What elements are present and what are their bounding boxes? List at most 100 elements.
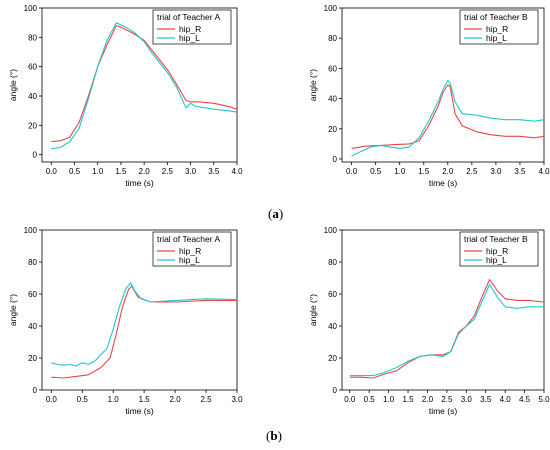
chart-1-x-tick-label: 0.0 [346,167,358,176]
chart-2-y-tick-label: 60 [28,290,37,299]
chart-0-x-tick-label: 2.5 [162,167,174,176]
chart-2-y-tick-label: 80 [28,258,37,267]
chart-2-y-tick-label: 100 [24,226,38,235]
chart-1-y-tick-label: 20 [328,125,337,134]
chart-2-y-tick-label: 0 [33,386,38,395]
chart-3-plot-frame [341,229,545,391]
chart-teacher-a-trial-2: 0.0 0.5 1.0 1.5 2.0 2.5 3.0 0 20 40 60 80 100 time (s… [8,226,243,416]
chart-3-y-tick-label: 60 [328,290,337,299]
chart-2-legend-entry-hip-l: hip_L [179,255,200,265]
chart-3-x-tick-label: 3.5 [480,395,492,404]
chart-0-x-axis-label: time (s) [125,178,154,188]
chart-2-legend-title: trial of Teacher A [157,234,220,244]
chart-2-x-axis-label: time (s) [125,406,154,416]
chart-0-plot-frame [41,7,238,163]
chart-1-y-tick-label: 60 [328,64,337,73]
chart-1-legend-entry-hip-l: hip_L [486,33,507,43]
chart-1-x-tick-label: 3.0 [490,167,502,176]
chart-1-legend-title: trial of Teacher B [464,12,528,22]
chart-0-x-tick-label: 4.0 [231,167,243,176]
chart-1-series-line-hip-r [351,84,545,149]
chart-0-x-tick-label: 0.5 [69,167,81,176]
panel-label-a-letter: a [272,206,279,221]
chart-2-plot-frame [41,229,238,391]
chart-3-series-line-hip-l [349,283,544,377]
chart-1-y-tick-label: 80 [328,34,337,43]
chart-0-y-tick-label: 60 [28,63,37,72]
chart-3-legend-entry-hip-l: hip_L [486,255,507,265]
chart-3-legend-title: trial of Teacher B [464,234,528,244]
chart-0-legend-entry-hip-l: hip_L [179,33,200,43]
chart-0-y-axis-label: angle (°) [8,69,18,101]
chart-2-x-tick-label: 0.5 [77,395,89,404]
chart-3-y-tick-label: 20 [328,354,337,363]
chart-0-x-tick-label: 2.0 [139,167,151,176]
chart-2-x-tick-label: 2.5 [200,395,212,404]
chart-0-y-tick-label: 20 [28,121,37,130]
chart-2-y-axis-label: angle (°) [8,294,18,326]
chart-2-x-tick-label: 2.0 [170,395,182,404]
chart-teacher-a-trial-1: 0.0 0.5 1.0 1.5 2.0 2.5 3.0 3.5 4.0 0 20 40 60 80 100 t… [8,4,243,188]
panel-label-a: (a) [268,206,284,221]
chart-3-y-tick-label: 80 [328,258,337,267]
chart-3-x-tick-label: 5.0 [538,395,550,404]
chart-1-y-axis-label: angle (°) [308,69,318,101]
chart-0-x-tick-label: 1.5 [115,167,127,176]
chart-3-y-tick-label: 40 [328,322,337,331]
chart-0-y-tick-label: 0 [33,151,38,160]
panel-label-b: (b) [266,428,282,443]
panel-label-b-letter: b [270,428,278,443]
chart-2-x-tick-label: 0.0 [46,395,58,404]
chart-2-x-tick-label: 1.5 [139,395,151,404]
chart-0-y-tick-label: 40 [28,92,37,101]
chart-teacher-b-trial-1: 0.0 0.5 1.0 1.5 2.0 2.5 3.0 3.5 4.0 0 20 40 60 80 100 t… [308,4,550,188]
chart-3-x-axis-label: time (s) [429,406,458,416]
chart-0-series-line-hip-l [51,22,238,150]
chart-1-y-tick-label: 100 [324,4,338,13]
chart-teacher-b-trial-2: 0.0 0.5 1.0 1.5 2.0 2.5 3.0 3.5 4.0 4.5 5.0 0 20 40 60… [308,226,550,416]
chart-1-x-tick-label: 2.0 [442,167,454,176]
chart-1-x-tick-label: 2.5 [466,167,478,176]
chart-0-y-tick-label: 80 [28,33,37,42]
chart-3-x-tick-label: 4.0 [500,395,512,404]
chart-3-x-tick-label: 1.0 [383,395,395,404]
chart-0-x-tick-label: 1.0 [92,167,104,176]
chart-1-x-tick-label: 0.5 [370,167,382,176]
chart-1-legend-entry-hip-r: hip_R [486,24,508,34]
chart-3-x-tick-label: 2.0 [422,395,434,404]
chart-3-series-line-hip-r [349,279,545,379]
chart-3-x-tick-label: 0.0 [344,395,356,404]
chart-2-series-line-hip-l [51,282,238,367]
chart-3-x-tick-label: 4.5 [519,395,531,404]
chart-3-y-axis-label: angle (°) [308,294,318,326]
chart-3-x-tick-label: 2.5 [441,395,453,404]
chart-1-plot-frame [341,7,545,163]
chart-3-legend-entry-hip-r: hip_R [486,246,508,256]
chart-0-x-tick-label: 0.0 [46,167,58,176]
chart-0-legend-title: trial of Teacher A [157,12,220,22]
chart-1-x-tick-label: 4.0 [538,167,550,176]
chart-3-x-tick-label: 3.0 [461,395,473,404]
chart-1-x-tick-label: 1.5 [418,167,430,176]
chart-0-x-tick-label: 3.5 [208,167,220,176]
chart-3-x-tick-label: 0.5 [364,395,376,404]
chart-2-y-tick-label: 20 [28,354,37,363]
chart-2-y-tick-label: 40 [28,322,37,331]
chart-1-y-tick-label: 0 [333,155,338,164]
chart-1-x-axis-label: time (s) [429,178,458,188]
chart-2-series-line-hip-r [51,285,237,379]
chart-2-legend-entry-hip-r: hip_R [179,246,201,256]
chart-3-y-tick-label: 100 [324,226,338,235]
chart-1-x-tick-label: 3.5 [514,167,526,176]
chart-0-legend-entry-hip-r: hip_R [179,24,201,34]
chart-3-y-tick-label: 0 [333,386,338,395]
chart-2-x-tick-label: 1.0 [108,395,120,404]
chart-2-x-tick-label: 3.0 [231,395,243,404]
chart-3-x-tick-label: 1.5 [402,395,414,404]
chart-0-x-tick-label: 3.0 [185,167,197,176]
chart-1-y-tick-label: 40 [328,95,337,104]
chart-1-series-line-hip-l [351,79,545,157]
chart-1-x-tick-label: 1.0 [394,167,406,176]
chart-0-y-tick-label: 100 [24,4,38,13]
